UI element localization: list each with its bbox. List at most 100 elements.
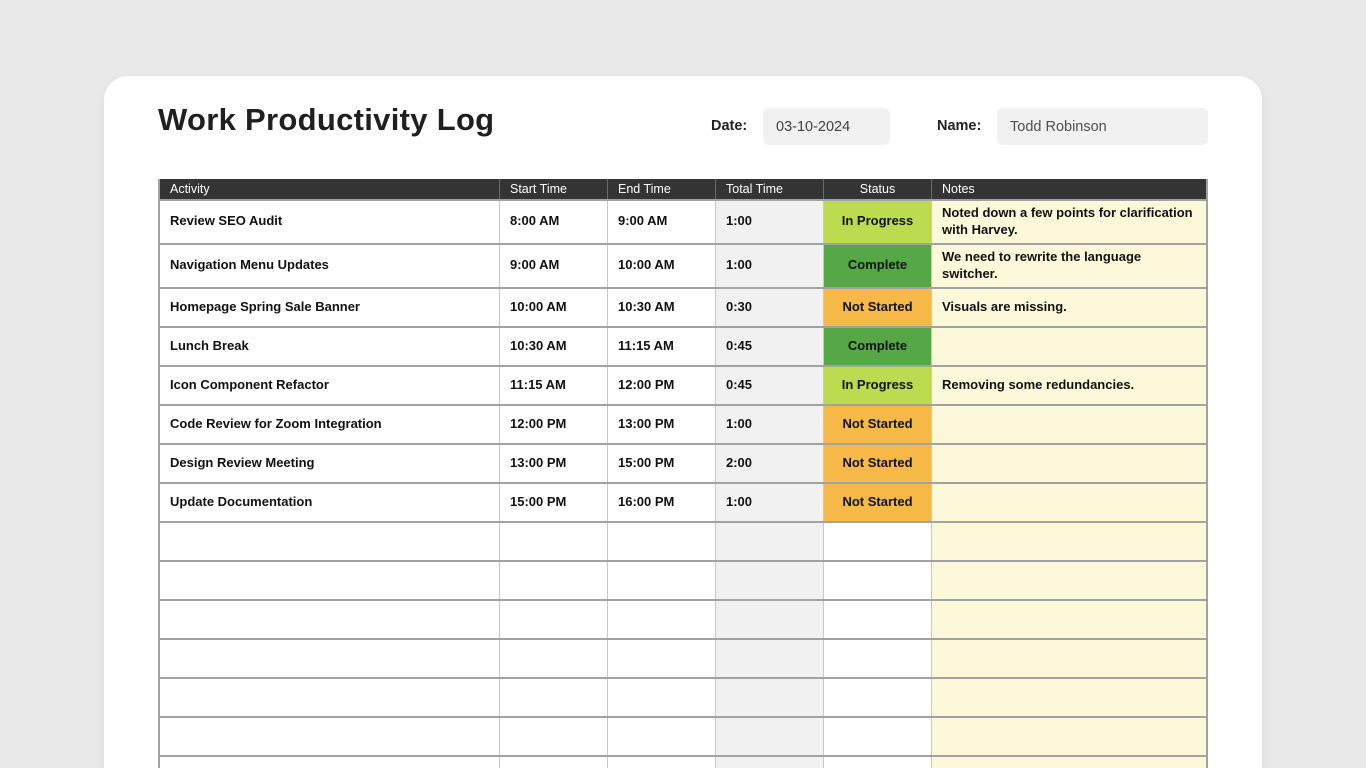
status-cell[interactable]: Not Started: [824, 405, 932, 443]
start-time-cell[interactable]: 15:00 PM: [500, 483, 608, 521]
activity-cell[interactable]: [160, 522, 500, 560]
total-time-cell[interactable]: 1:00: [716, 405, 824, 443]
total-time-cell[interactable]: 1:00: [716, 483, 824, 521]
start-time-cell[interactable]: [500, 522, 608, 560]
start-time-cell[interactable]: 10:30 AM: [500, 327, 608, 365]
end-time-cell[interactable]: [608, 522, 716, 560]
start-time-cell[interactable]: [500, 600, 608, 638]
notes-cell[interactable]: [932, 444, 1206, 482]
start-time-cell[interactable]: [500, 717, 608, 755]
total-time-cell[interactable]: 1:00: [716, 244, 824, 287]
total-time-cell[interactable]: 0:45: [716, 366, 824, 404]
start-time-cell[interactable]: [500, 639, 608, 677]
status-cell[interactable]: [824, 678, 932, 716]
status-cell[interactable]: [824, 561, 932, 599]
log-table: Activity Start Time End Time Total Time Stat…: [158, 179, 1208, 768]
start-time-cell[interactable]: 13:00 PM: [500, 444, 608, 482]
status-cell[interactable]: [824, 522, 932, 560]
total-time-cell[interactable]: [716, 717, 824, 755]
start-time-cell[interactable]: 8:00 AM: [500, 201, 608, 243]
date-input[interactable]: [763, 108, 890, 145]
activity-cell[interactable]: [160, 756, 500, 768]
activity-cell[interactable]: Lunch Break: [160, 327, 500, 365]
activity-cell[interactable]: Navigation Menu Updates: [160, 244, 500, 287]
column-header-activity: Activity: [160, 179, 500, 199]
notes-cell[interactable]: Noted down a few points for clarificatio…: [932, 201, 1206, 243]
notes-cell[interactable]: [932, 483, 1206, 521]
column-header-notes: Notes: [942, 182, 975, 196]
activity-cell[interactable]: [160, 561, 500, 599]
activity-cell[interactable]: Update Documentation: [160, 483, 500, 521]
total-time-cell[interactable]: [716, 522, 824, 560]
table-row: Design Review Meeting 13:00 PM 15:00 PM 2:0…: [160, 444, 1206, 484]
table-row: Update Documentation 15:00 PM 16:00 PM 1:00…: [160, 483, 1206, 523]
end-time-cell[interactable]: 11:15 AM: [608, 327, 716, 365]
end-time-cell[interactable]: 9:00 AM: [608, 201, 716, 243]
activity-cell[interactable]: Homepage Spring Sale Banner: [160, 288, 500, 326]
notes-cell[interactable]: [932, 756, 1206, 768]
activity-cell[interactable]: [160, 600, 500, 638]
end-time-cell[interactable]: 15:00 PM: [608, 444, 716, 482]
notes-cell[interactable]: Removing some redundancies.: [932, 366, 1206, 404]
notes-cell[interactable]: We need to rewrite the language switcher…: [932, 244, 1206, 287]
status-cell[interactable]: [824, 717, 932, 755]
activity-cell[interactable]: Design Review Meeting: [160, 444, 500, 482]
start-time-cell[interactable]: 10:00 AM: [500, 288, 608, 326]
start-time-cell[interactable]: 11:15 AM: [500, 366, 608, 404]
notes-cell[interactable]: [932, 717, 1206, 755]
status-cell[interactable]: In Progress: [824, 201, 932, 243]
activity-cell[interactable]: [160, 639, 500, 677]
log-card: Work Productivity Log Date: Name: Activi…: [104, 76, 1262, 768]
notes-cell[interactable]: [932, 639, 1206, 677]
end-time-cell[interactable]: [608, 639, 716, 677]
start-time-cell[interactable]: 12:00 PM: [500, 405, 608, 443]
notes-cell[interactable]: [932, 522, 1206, 560]
end-time-cell[interactable]: [608, 561, 716, 599]
total-time-cell[interactable]: 0:45: [716, 327, 824, 365]
end-time-cell[interactable]: 16:00 PM: [608, 483, 716, 521]
notes-cell[interactable]: [932, 678, 1206, 716]
status-cell[interactable]: Not Started: [824, 444, 932, 482]
notes-cell[interactable]: [932, 405, 1206, 443]
start-time-cell[interactable]: [500, 678, 608, 716]
activity-cell[interactable]: Code Review for Zoom Integration: [160, 405, 500, 443]
status-cell[interactable]: In Progress: [824, 366, 932, 404]
activity-cell[interactable]: Review SEO Audit: [160, 201, 500, 243]
end-time-cell[interactable]: [608, 600, 716, 638]
start-time-cell[interactable]: [500, 561, 608, 599]
total-time-cell[interactable]: [716, 639, 824, 677]
end-time-cell[interactable]: [608, 678, 716, 716]
notes-cell[interactable]: [932, 561, 1206, 599]
activity-cell[interactable]: [160, 717, 500, 755]
status-cell[interactable]: Complete: [824, 327, 932, 365]
end-time-cell[interactable]: 10:30 AM: [608, 288, 716, 326]
status-cell[interactable]: [824, 600, 932, 638]
status-cell[interactable]: [824, 756, 932, 768]
status-cell[interactable]: Not Started: [824, 483, 932, 521]
status-cell[interactable]: Complete: [824, 244, 932, 287]
total-time-cell[interactable]: 2:00: [716, 444, 824, 482]
notes-cell[interactable]: Visuals are missing.: [932, 288, 1206, 326]
end-time-cell[interactable]: 13:00 PM: [608, 405, 716, 443]
total-time-cell[interactable]: 1:00: [716, 201, 824, 243]
start-time-cell[interactable]: [500, 756, 608, 768]
column-header-status: Status: [824, 179, 932, 199]
table-body: Review SEO Audit 8:00 AM 9:00 AM 1:00 In Pro…: [160, 201, 1206, 768]
start-time-cell[interactable]: 9:00 AM: [500, 244, 608, 287]
total-time-cell[interactable]: [716, 678, 824, 716]
total-time-cell[interactable]: [716, 600, 824, 638]
total-time-cell[interactable]: [716, 561, 824, 599]
name-input[interactable]: [997, 108, 1208, 145]
notes-cell[interactable]: [932, 600, 1206, 638]
status-cell[interactable]: Not Started: [824, 288, 932, 326]
end-time-cell[interactable]: 12:00 PM: [608, 366, 716, 404]
end-time-cell[interactable]: [608, 717, 716, 755]
activity-cell[interactable]: [160, 678, 500, 716]
total-time-cell[interactable]: 0:30: [716, 288, 824, 326]
activity-cell[interactable]: Icon Component Refactor: [160, 366, 500, 404]
end-time-cell[interactable]: 10:00 AM: [608, 244, 716, 287]
notes-cell[interactable]: [932, 327, 1206, 365]
end-time-cell[interactable]: [608, 756, 716, 768]
status-cell[interactable]: [824, 639, 932, 677]
total-time-cell[interactable]: [716, 756, 824, 768]
